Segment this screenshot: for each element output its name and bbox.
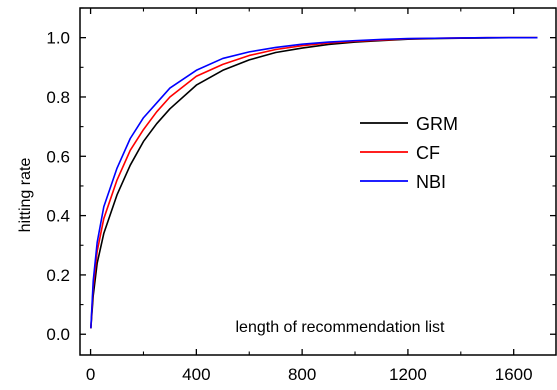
x-tick-label: 0 xyxy=(86,365,95,384)
x-tick-label: 1200 xyxy=(389,365,427,384)
y-tick-label: 0.8 xyxy=(46,88,70,107)
y-tick-label: 0.4 xyxy=(46,207,70,226)
y-tick-label: 1.0 xyxy=(46,29,70,48)
legend: GRM CF NBI xyxy=(360,114,458,192)
axis-tick-labels: 0 400 800 1200 1600 0.0 0.2 0.4 0.6 0.8 1.0 xyxy=(46,29,532,384)
x-axis-annotation: length of recommendation list xyxy=(236,319,446,336)
series-line-grm xyxy=(90,36,538,329)
y-tick-label: 0.0 xyxy=(46,325,70,344)
series-line-cf xyxy=(90,36,538,329)
legend-label-grm: GRM xyxy=(416,114,458,134)
legend-label-nbi: NBI xyxy=(416,172,446,192)
y-axis-label: hitting rate xyxy=(17,158,34,233)
axis-ticks xyxy=(80,7,556,355)
x-tick-label: 400 xyxy=(182,365,210,384)
y-tick-label: 0.6 xyxy=(46,147,70,166)
y-tick-label: 0.2 xyxy=(46,266,70,285)
series-lines xyxy=(90,36,538,329)
x-tick-label: 800 xyxy=(288,365,316,384)
series-line-nbi xyxy=(90,36,538,329)
legend-label-cf: CF xyxy=(416,143,440,163)
plot-border xyxy=(79,7,557,356)
x-tick-label: 1600 xyxy=(495,365,533,384)
plot-frame xyxy=(79,7,557,356)
